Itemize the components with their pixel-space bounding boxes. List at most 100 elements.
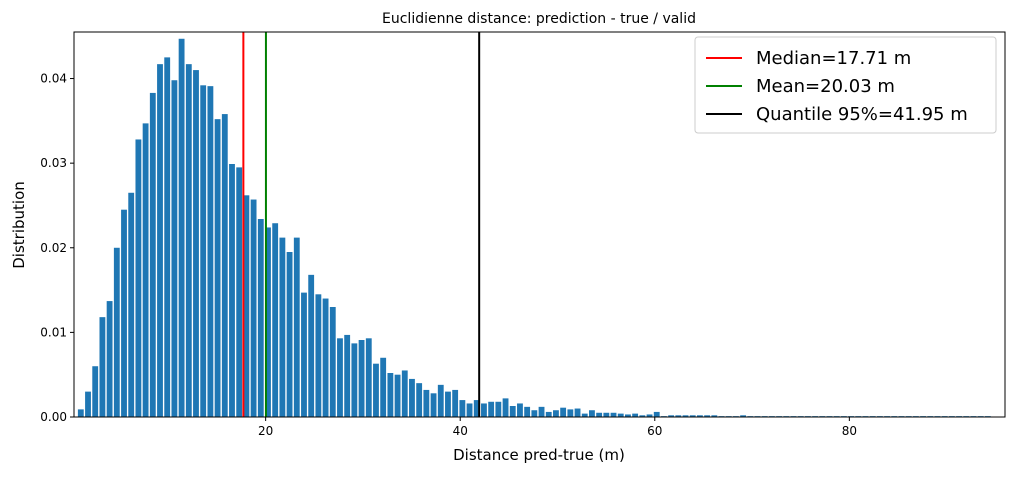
- histogram-bar: [157, 64, 163, 418]
- histogram-bar: [596, 412, 603, 417]
- histogram-bar: [625, 414, 631, 417]
- histogram-bar: [257, 219, 264, 417]
- histogram-bar: [416, 383, 423, 417]
- histogram-bar: [135, 139, 142, 417]
- histogram-bar: [668, 415, 675, 417]
- histogram-bar: [250, 199, 257, 417]
- y-tick-label: 0.01: [40, 325, 67, 339]
- histogram-bar: [351, 343, 358, 417]
- histogram-bar: [373, 363, 379, 417]
- histogram-bar: [387, 373, 394, 417]
- y-tick-label: 0.02: [40, 241, 67, 255]
- histogram-bar: [329, 307, 336, 417]
- histogram-bar: [445, 391, 451, 417]
- histogram-bar: [121, 209, 127, 417]
- histogram-bar: [164, 57, 171, 417]
- histogram-bar: [553, 410, 559, 417]
- x-tick-label: 80: [842, 424, 857, 438]
- histogram-bar: [214, 119, 221, 418]
- histogram-bar: [473, 400, 480, 417]
- legend: Median=17.71 m Mean=20.03 m Quantile 95%=4…: [694, 36, 997, 134]
- y-tick-label: 0.00: [40, 410, 67, 424]
- histogram-bar: [682, 415, 689, 417]
- legend-label: Mean=20.03 m: [756, 76, 895, 97]
- histogram-bar: [545, 411, 552, 417]
- histogram-bar: [704, 415, 711, 417]
- legend-label: Quantile 95%=41.95 m: [756, 104, 968, 125]
- histogram-bar: [653, 411, 660, 417]
- reference-lines-layer: [242, 32, 481, 417]
- histogram-bar: [603, 412, 610, 417]
- histogram-bar: [315, 294, 322, 417]
- chart-title: Euclidienne distance: prediction - true …: [382, 11, 696, 27]
- histogram-bar: [272, 223, 279, 417]
- histogram-bar: [589, 410, 595, 417]
- histogram-bar: [243, 195, 250, 417]
- bars-layer: [77, 38, 991, 418]
- histogram-bar: [185, 64, 192, 418]
- histogram-bar: [675, 415, 682, 417]
- histogram-bar: [466, 403, 473, 417]
- histogram-bar: [265, 227, 271, 417]
- histogram-bar: [409, 378, 415, 417]
- histogram-bar: [401, 370, 408, 417]
- histogram-bar: [365, 338, 372, 417]
- histogram-bar: [524, 406, 531, 417]
- histogram-bar: [358, 340, 365, 417]
- histogram-bar: [380, 357, 387, 417]
- histogram-bar: [279, 237, 286, 417]
- x-tick-label: 20: [258, 424, 273, 438]
- histogram-bar: [344, 334, 351, 417]
- histogram-bar: [610, 412, 617, 417]
- histogram-bar: [99, 317, 106, 417]
- histogram-bar: [639, 415, 646, 417]
- y-axis-title: Distribution: [10, 181, 28, 269]
- histogram-bar: [193, 70, 199, 417]
- histogram-bar: [567, 409, 574, 417]
- histogram-bar: [178, 38, 185, 418]
- histogram-bar: [711, 415, 718, 417]
- legend-label: Median=17.71 m: [756, 48, 911, 69]
- histogram-bar: [646, 414, 653, 417]
- histogram-bar: [286, 252, 293, 417]
- histogram-bar: [459, 400, 466, 417]
- histogram-bar: [301, 292, 307, 417]
- histogram-bar: [488, 401, 495, 417]
- histogram-bar: [337, 338, 343, 417]
- histogram-bar: [509, 406, 516, 417]
- histogram-bar: [560, 407, 567, 417]
- axes-layer: 20 40 60 80 0.00 0.01 0.02 0.03 0.04: [40, 31, 1006, 438]
- histogram-bar: [740, 415, 747, 417]
- histogram-bar: [221, 114, 228, 417]
- y-tick-label: 0.03: [40, 156, 67, 170]
- histogram-bar: [322, 298, 329, 417]
- histogram-bar: [531, 410, 538, 417]
- histogram-bar: [574, 408, 581, 417]
- x-tick-label: 60: [647, 424, 662, 438]
- histogram-bar: [92, 366, 99, 417]
- histogram-bar: [142, 123, 149, 417]
- histogram-bar: [502, 398, 509, 417]
- histogram-bar: [581, 413, 588, 417]
- x-tick-label: 40: [453, 424, 468, 438]
- histogram-bar: [437, 384, 444, 417]
- histogram-bar: [207, 86, 214, 418]
- histogram-bar: [149, 92, 156, 418]
- histogram-bar: [517, 403, 523, 417]
- histogram-bar: [106, 301, 113, 417]
- histogram-bar: [423, 389, 430, 417]
- histogram-bar: [128, 192, 135, 417]
- y-tick-label: 0.04: [40, 72, 67, 86]
- histogram-bar: [308, 274, 315, 417]
- histogram-bar: [229, 164, 235, 417]
- histogram-bar: [394, 374, 401, 417]
- x-axis-title: Distance pred-true (m): [453, 446, 625, 464]
- histogram-bar: [495, 401, 502, 417]
- histogram-bar: [85, 391, 91, 417]
- histogram-bar: [481, 403, 487, 417]
- histogram-bar: [617, 413, 624, 417]
- histogram-bar: [689, 415, 696, 417]
- histogram-bar: [452, 389, 459, 417]
- legend-box: [694, 36, 997, 134]
